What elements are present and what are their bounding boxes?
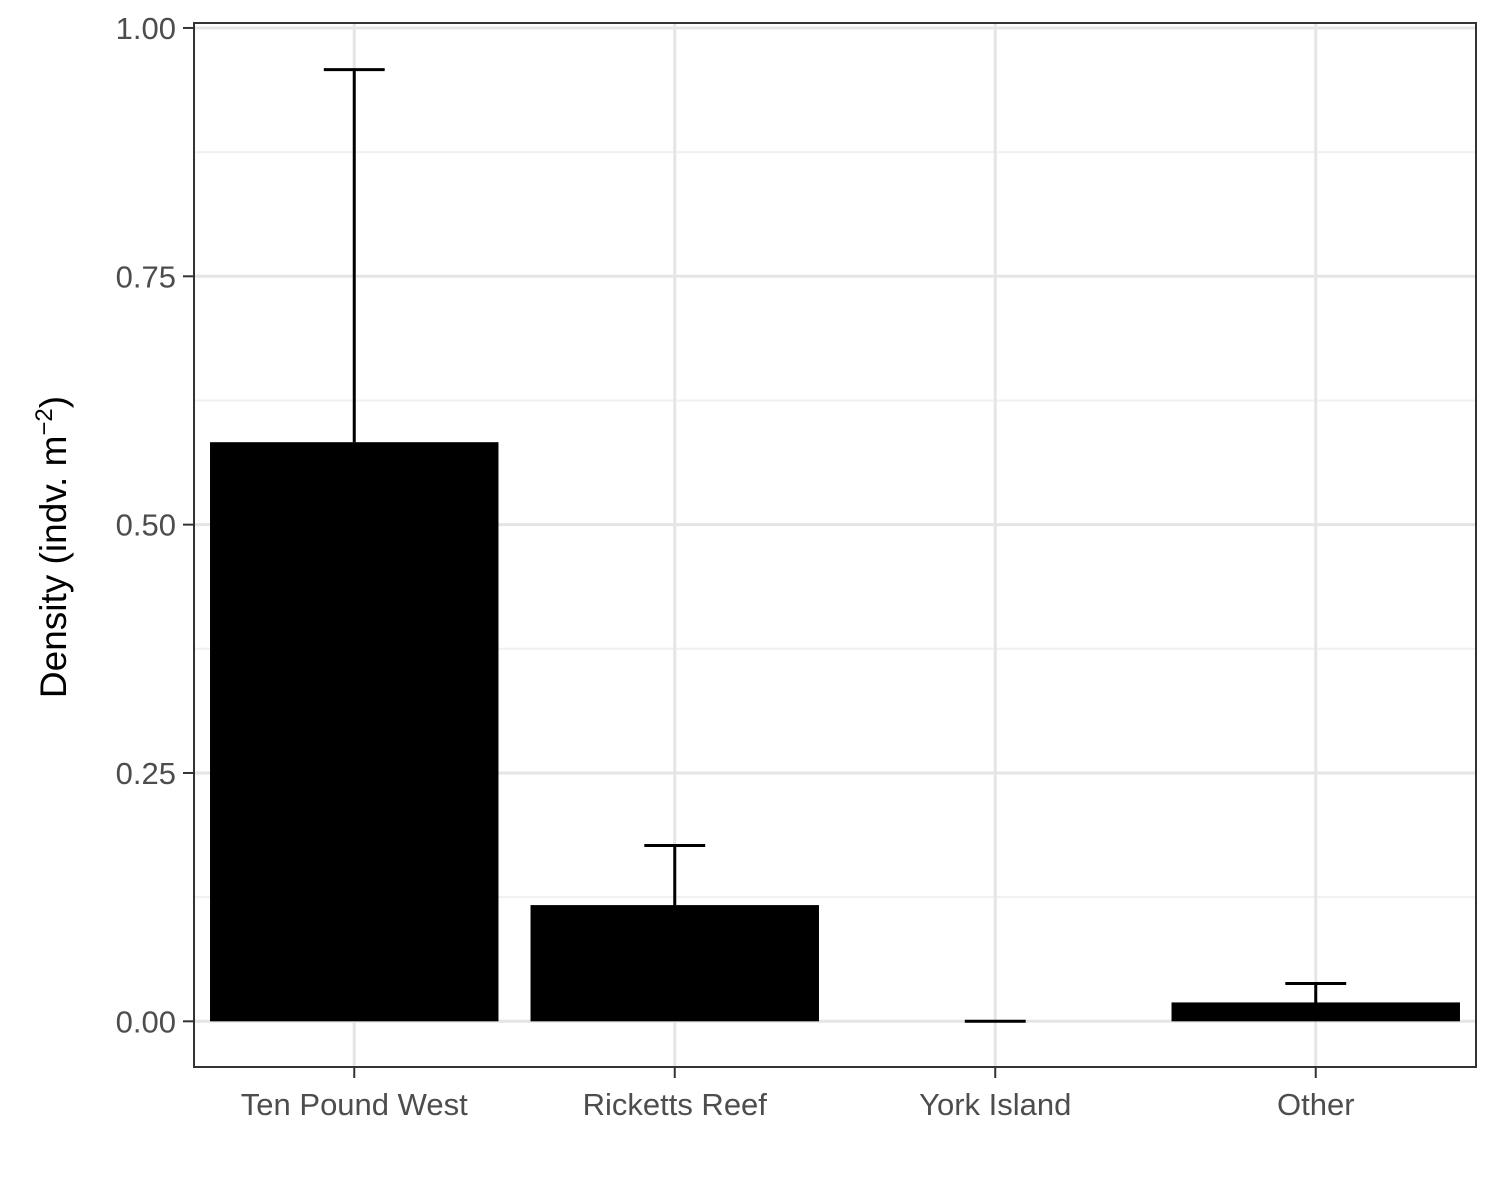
y-axis-title-unit: indv. m [33, 436, 74, 553]
bar [530, 905, 819, 1022]
x-tick-label: Ten Pound West [241, 1087, 468, 1122]
x-tick-label: York Island [919, 1087, 1071, 1122]
error-bars [323, 68, 1347, 1023]
y-axis-title: Density (indv. m−2) [31, 396, 74, 698]
panel-border [193, 22, 1477, 1068]
y-axis-title-close-paren: ) [33, 396, 74, 408]
x-axis: Ten Pound West Ricketts Reef York Island Ot… [241, 1067, 1355, 1122]
x-tick-label: Other [1277, 1087, 1355, 1122]
x-tick-label: Ricketts Reef [583, 1087, 768, 1122]
bar [210, 442, 499, 1022]
y-tick-label: 0.75 [116, 259, 176, 294]
y-axis: 0.00 0.25 0.50 0.75 1.00 [116, 11, 194, 1039]
y-tick-label: 0.25 [116, 756, 176, 791]
y-axis-title-exponent: −2 [31, 408, 58, 435]
y-tick-label: 0.50 [116, 508, 176, 543]
bars [210, 442, 1460, 1022]
y-tick-label: 0.00 [116, 1004, 176, 1039]
y-tick-label: 1.00 [116, 11, 176, 46]
y-axis-title-open-paren: ( [33, 551, 74, 564]
y-axis-title-main: Density [33, 574, 74, 698]
